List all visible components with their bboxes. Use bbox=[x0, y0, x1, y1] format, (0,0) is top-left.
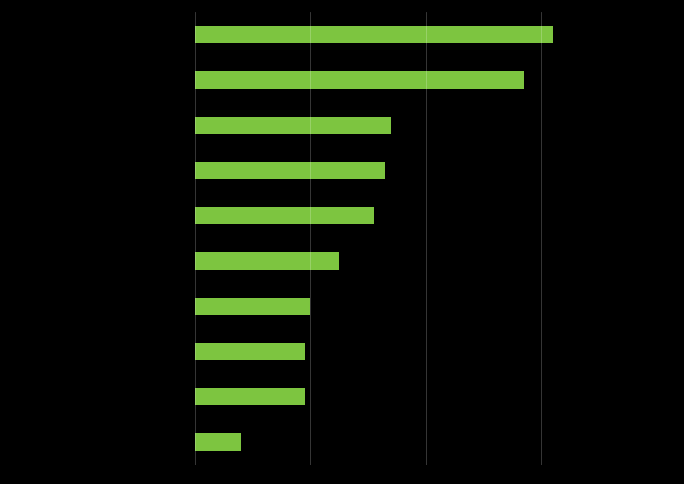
Bar bbox=[195, 433, 241, 451]
Bar bbox=[195, 388, 304, 406]
Bar bbox=[195, 117, 391, 134]
Bar bbox=[195, 26, 553, 44]
Bar bbox=[195, 162, 385, 179]
Bar bbox=[195, 207, 374, 225]
Bar bbox=[195, 71, 524, 89]
Bar bbox=[195, 298, 311, 315]
Bar bbox=[195, 252, 339, 270]
Bar bbox=[195, 343, 304, 360]
